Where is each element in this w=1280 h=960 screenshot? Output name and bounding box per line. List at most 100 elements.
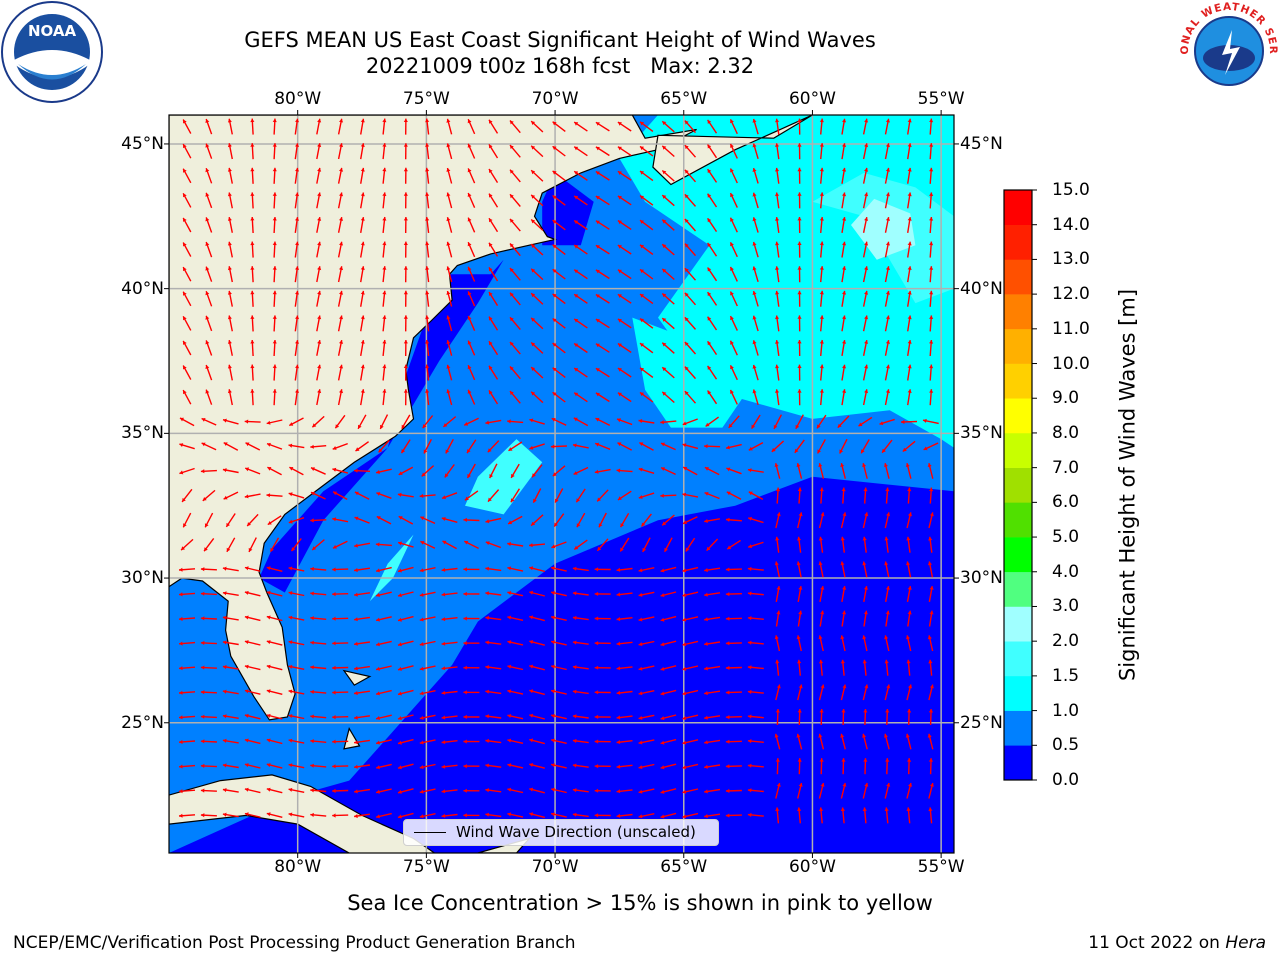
wave-direction-arrow: [200, 788, 217, 793]
wave-direction-arrow: [705, 416, 720, 427]
wave-direction-arrow: [419, 616, 436, 622]
wave-direction-arrow: [704, 466, 720, 476]
wave-direction-arrow: [488, 119, 499, 134]
wave-direction-arrow: [839, 438, 848, 454]
wave-direction-arrow: [704, 764, 721, 769]
wave-direction-arrow: [382, 364, 387, 381]
wave-direction-arrow: [594, 665, 611, 670]
wave-direction-arrow: [819, 585, 825, 603]
wave-direction-arrow: [841, 192, 847, 209]
wave-direction-arrow: [488, 390, 499, 405]
wave-direction-arrow: [775, 512, 781, 529]
wave-direction-arrow: [509, 120, 521, 134]
wave-direction-arrow: [266, 493, 283, 498]
wave-direction-arrow: [529, 787, 545, 794]
wave-direction-arrow: [397, 714, 414, 721]
wave-direction-arrow: [223, 441, 239, 451]
wave-direction-arrow: [775, 487, 781, 504]
wave-direction-arrow: [795, 414, 804, 430]
wave-direction-arrow: [509, 390, 521, 404]
wave-direction-arrow: [223, 491, 239, 500]
wave-direction-arrow: [222, 738, 239, 744]
wave-direction-arrow: [419, 763, 436, 770]
wave-direction-arrow: [205, 340, 213, 356]
wave-direction-arrow: [905, 463, 912, 479]
wave-direction-arrow: [729, 340, 738, 356]
wave-direction-arrow: [660, 493, 677, 498]
wave-direction-arrow: [375, 714, 392, 720]
wave-direction-arrow: [397, 665, 414, 671]
lat-tick-label-right: 25°N: [960, 712, 1003, 733]
wave-direction-arrow: [550, 640, 567, 646]
lon-tick-label-top: 55°W: [917, 89, 965, 109]
wave-direction-arrow: [288, 417, 304, 427]
wave-direction-arrow: [464, 490, 479, 501]
wave-direction-arrow: [182, 365, 192, 380]
wave-direction-arrow: [684, 341, 697, 355]
wave-direction-arrow: [748, 441, 764, 451]
colorbar-tick-label: 1.5: [1052, 665, 1080, 686]
wave-direction-arrow: [272, 118, 277, 135]
wave-direction-arrow: [551, 541, 567, 549]
wave-direction-arrow: [353, 764, 371, 769]
wave-direction-arrow: [682, 665, 699, 671]
legend-label: Wind Wave Direction (unscaled): [456, 823, 696, 841]
wave-direction-arrow: [550, 812, 567, 818]
wave-direction-arrow: [751, 414, 761, 429]
wave-direction-arrow: [572, 615, 589, 621]
wave-direction-arrow: [616, 740, 633, 745]
wave-direction-arrow: [332, 788, 349, 793]
wave-direction-arrow: [337, 192, 344, 209]
wave-direction-arrow: [863, 708, 868, 726]
wave-direction-arrow: [860, 439, 870, 454]
wave-direction-arrow: [661, 391, 675, 404]
wave-direction-arrow: [819, 708, 824, 726]
colorbar-swatch: [1004, 224, 1032, 260]
wave-direction-arrow: [425, 266, 430, 283]
wave-direction-arrow: [267, 466, 282, 476]
wave-direction-arrow: [182, 389, 192, 405]
wave-direction-arrow: [907, 487, 912, 504]
wave-direction-arrow: [353, 739, 371, 745]
wave-direction-arrow: [594, 788, 611, 793]
wave-direction-arrow: [572, 566, 589, 572]
wave-direction-arrow: [923, 442, 939, 451]
wave-direction-arrow: [619, 537, 630, 552]
wave-direction-arrow: [881, 439, 893, 454]
wave-direction-arrow: [227, 290, 233, 307]
colorbar-tick-label: 3.0: [1052, 596, 1080, 617]
wave-direction-arrow: [617, 367, 632, 378]
wave-direction-arrow: [510, 463, 520, 479]
wave-direction-arrow: [200, 813, 217, 818]
wave-direction-arrow: [928, 610, 934, 627]
wave-direction-arrow: [596, 538, 609, 552]
wave-direction-arrow: [796, 635, 802, 652]
lon-tick-label-top: 65°W: [660, 89, 708, 109]
wave-direction-arrow: [682, 566, 699, 573]
wave-direction-arrow: [885, 758, 890, 775]
wave-direction-arrow: [928, 684, 934, 701]
wave-direction-arrow: [819, 487, 824, 504]
wave-direction-arrow: [550, 591, 567, 597]
wave-direction-arrow: [485, 788, 502, 793]
wave-direction-arrow: [661, 145, 675, 158]
wave-direction-arrow: [446, 340, 453, 356]
wave-direction-arrow: [771, 440, 785, 453]
wave-direction-arrow: [467, 364, 476, 381]
legend-line-swatch: [414, 832, 446, 833]
wave-direction-arrow: [446, 217, 453, 233]
wave-direction-arrow: [485, 665, 502, 670]
wave-direction-arrow: [226, 537, 236, 553]
wave-direction-arrow: [929, 339, 934, 357]
wave-direction-arrow: [819, 610, 825, 627]
wave-direction-arrow: [382, 266, 387, 283]
wave-direction-arrow: [248, 537, 257, 553]
wave-direction-arrow: [747, 665, 764, 670]
wave-direction-arrow: [446, 389, 453, 406]
wave-direction-arrow: [288, 615, 305, 621]
wave-direction-arrow: [446, 192, 453, 209]
wave-direction-arrow: [375, 542, 392, 547]
wave-direction-arrow: [841, 118, 847, 135]
wave-direction-arrow: [332, 491, 348, 501]
wave-direction-arrow: [725, 443, 742, 450]
